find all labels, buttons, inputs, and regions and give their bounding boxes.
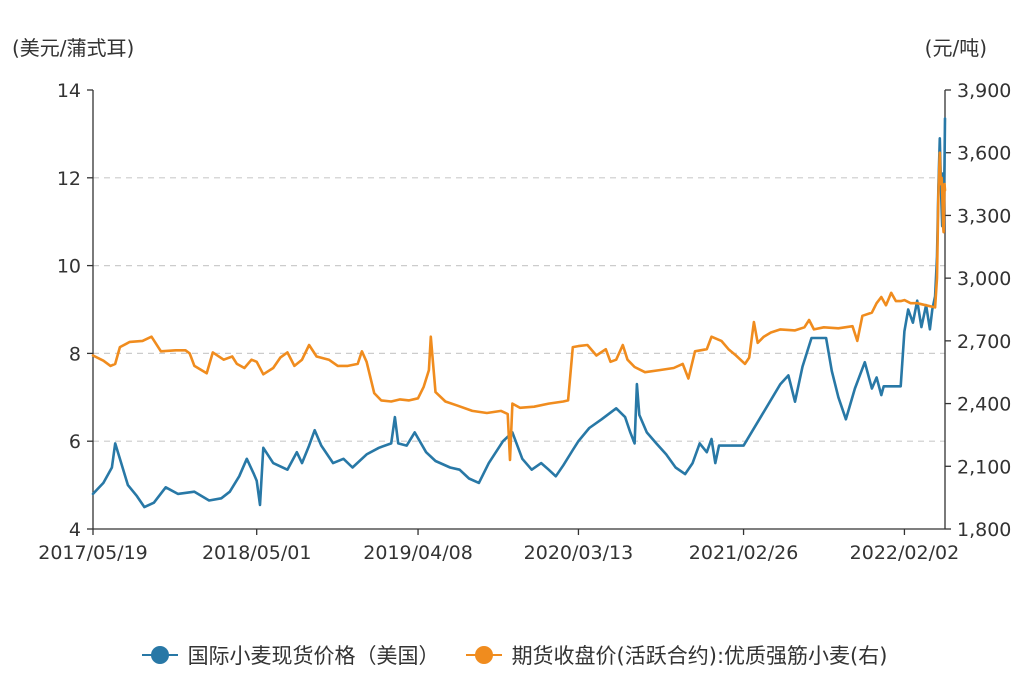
y-left-tick-label: 10	[57, 256, 81, 278]
y-right-tick-label: 2,400	[957, 394, 1011, 416]
legend-item-us-wheat: 国际小麦现货价格（美国）	[141, 640, 440, 670]
legend-marker-strong-wheat	[465, 645, 502, 665]
y-left-tick-label: 8	[69, 343, 81, 365]
y-left-tick-label: 14	[57, 80, 81, 102]
y-right-tick-label: 3,000	[957, 268, 1011, 290]
y-right-tick-label: 2,700	[957, 331, 1011, 353]
y-left-tick-label: 12	[57, 168, 81, 190]
legend-label-strong-wheat: 期货收盘价(活跃合约):优质强筋小麦(右)	[511, 644, 888, 668]
y-left-tick-label: 4	[69, 519, 81, 541]
legend: 国际小麦现货价格（美国） 期货收盘价(活跃合约):优质强筋小麦(右)	[0, 640, 1029, 670]
x-tick-label: 2017/05/19	[38, 542, 148, 564]
y-left-tick-label: 6	[69, 431, 81, 453]
x-tick-label: 2021/02/26	[689, 542, 799, 564]
series-line-us-wheat	[91, 117, 947, 509]
y-right-tick-label: 1,800	[957, 519, 1011, 541]
gridlines	[93, 177, 945, 442]
series-lines	[91, 117, 947, 509]
y-right-tick-label: 2,100	[957, 456, 1011, 478]
left-axis-unit: (美元/蒲式耳)	[12, 36, 135, 60]
x-tick-label: 2018/05/01	[202, 542, 312, 564]
x-tick-label: 2020/03/13	[524, 542, 634, 564]
series-line-strong-wheat	[91, 151, 947, 462]
axes: 4 6 8 10 12 14 1,800 2,100 2,400 2,700 3,000 3,300 3…	[38, 80, 1011, 564]
y-right-tick-label: 3,900	[957, 80, 1011, 102]
legend-marker-us-wheat	[141, 645, 178, 665]
x-tick-label: 2022/02/02	[850, 542, 960, 564]
x-tick-label: 2019/04/08	[363, 542, 473, 564]
legend-item-strong-wheat: 期货收盘价(活跃合约):优质强筋小麦(右)	[465, 640, 888, 670]
legend-label-us-wheat: 国际小麦现货价格（美国）	[187, 644, 440, 668]
y-right-tick-label: 3,300	[957, 205, 1011, 227]
right-axis-unit: (元/吨)	[924, 36, 987, 60]
y-right-tick-label: 3,600	[957, 143, 1011, 165]
